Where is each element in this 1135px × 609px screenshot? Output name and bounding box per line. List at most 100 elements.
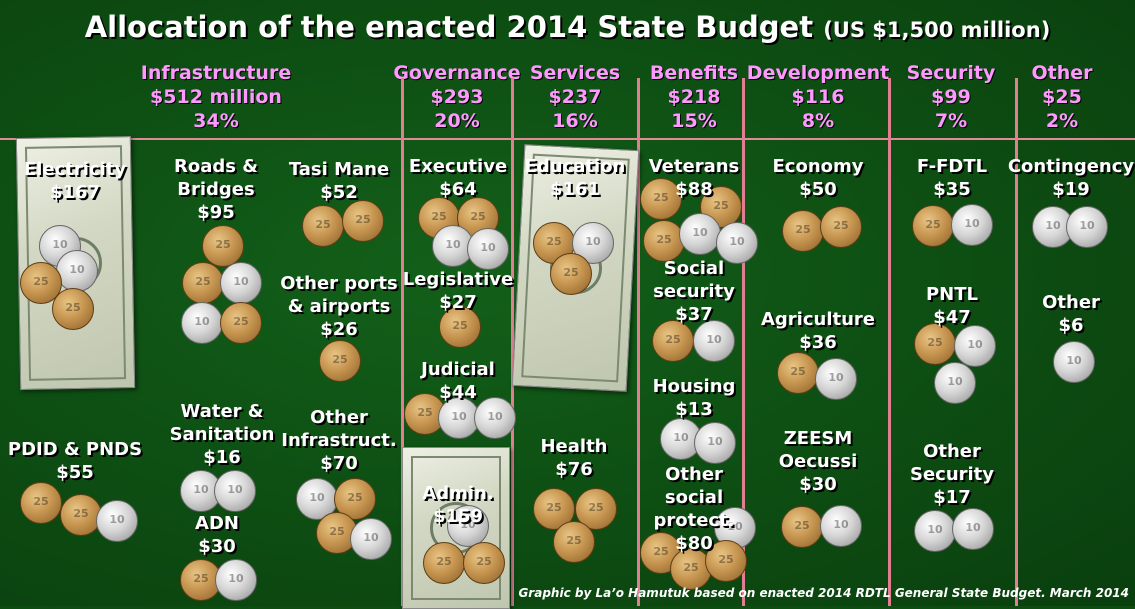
budget-item-name: Other ports — [280, 273, 398, 294]
budget-item-name: F-FDTL — [916, 156, 988, 177]
category-name: Infrastructure — [140, 62, 292, 84]
coin-denomination: 10 — [363, 531, 379, 544]
dime-coin: 10 — [96, 500, 138, 542]
budget-item-name: Security — [909, 464, 995, 485]
budget-item-label: Contingency $19 — [1008, 155, 1134, 201]
category-amount: $237 — [548, 86, 602, 108]
category-header: Development $116 8% — [738, 61, 898, 133]
coin-denomination: 25 — [431, 210, 447, 223]
budget-item-amount: $30 — [799, 474, 837, 495]
coin-denomination: 25 — [833, 219, 849, 232]
category-header: Governance $293 20% — [377, 61, 537, 133]
budget-item-name: PNTL — [925, 284, 979, 305]
budget-item-name: Bridges — [177, 179, 255, 200]
category-amount: $293 — [430, 86, 484, 108]
coin-denomination: 10 — [309, 491, 325, 504]
dime-coin: 10 — [350, 518, 392, 560]
budget-item-amount: $64 — [439, 179, 477, 200]
dime-coin: 10 — [56, 250, 98, 292]
budget-item-label: F-FDTL $35 — [917, 155, 987, 201]
coin-denomination: 25 — [566, 534, 582, 547]
budget-item-amount: $52 — [320, 182, 358, 203]
budget-item-label: Health $76 — [540, 435, 607, 481]
budget-item-amount: $167 — [49, 182, 101, 203]
coin-denomination: 10 — [965, 521, 981, 534]
budget-item-amount: $30 — [198, 536, 236, 557]
budget-item-label: Executive $64 — [409, 155, 507, 201]
column-divider — [511, 78, 514, 606]
quarter-coin: 25 — [652, 320, 694, 362]
budget-item-amount: $88 — [675, 179, 713, 200]
quarter-coin: 25 — [334, 478, 376, 520]
coin-denomination: 10 — [707, 435, 723, 448]
budget-item-name: Other — [1042, 292, 1100, 313]
coin-denomination: 10 — [1066, 354, 1082, 367]
coin-denomination: 10 — [727, 520, 743, 533]
budget-item-name: Sanitation — [169, 424, 275, 445]
coin-denomination: 10 — [964, 217, 980, 230]
dime-coin: 10 — [952, 508, 994, 550]
category-name: Security — [906, 62, 996, 84]
quarter-coin: 25 — [643, 220, 685, 262]
coin-denomination: 25 — [452, 319, 468, 332]
dime-coin: 10 — [951, 204, 993, 246]
coin-denomination: 10 — [445, 238, 461, 251]
budget-item-name: Education — [524, 156, 626, 177]
budget-item-label: Electricity $167 — [24, 158, 126, 204]
dime-coin: 10 — [215, 559, 257, 601]
coin-denomination: 10 — [227, 483, 243, 496]
coin-denomination: 25 — [665, 333, 681, 346]
column-divider — [742, 78, 745, 606]
coin-denomination: 10 — [480, 241, 496, 254]
quarter-coin: 25 — [20, 482, 62, 524]
quarter-coin: 25 — [342, 200, 384, 242]
column-divider — [1015, 78, 1018, 606]
budget-item-name: Housing — [652, 376, 736, 397]
category-amount: $218 — [667, 86, 721, 108]
coin-denomination: 10 — [69, 263, 85, 276]
coin-denomination: 25 — [546, 235, 562, 248]
budget-item-label: Other $6 — [1042, 291, 1100, 337]
budget-item-name: Judicial — [421, 359, 495, 380]
budget-item-name: Admin. — [422, 483, 494, 504]
coin-denomination: 25 — [656, 233, 672, 246]
quarter-coin: 25 — [912, 205, 954, 247]
header-divider — [0, 138, 1135, 140]
dime-coin: 10 — [214, 470, 256, 512]
budget-item-name: Health — [540, 436, 608, 457]
quarter-coin: 25 — [52, 288, 94, 330]
credit-line: Graphic by La’o Hamutuk based on enacted… — [518, 586, 1129, 600]
quarter-coin: 25 — [550, 253, 592, 295]
coin-denomination: 10 — [228, 572, 244, 585]
coin-denomination: 25 — [470, 210, 486, 223]
coin-denomination: 25 — [653, 545, 669, 558]
quarter-coin: 25 — [423, 542, 465, 584]
budget-item-name: Electricity — [23, 159, 127, 180]
coin-denomination: 25 — [195, 275, 211, 288]
quarter-coin: 25 — [202, 225, 244, 267]
budget-item-label: Other social protect. $80 — [653, 463, 734, 555]
budget-item-name: Agriculture — [760, 309, 876, 330]
budget-item-amount: $55 — [56, 462, 94, 483]
coin-denomination: 10 — [194, 315, 210, 328]
budget-item-label: Other Infrastruct. $70 — [281, 406, 397, 475]
dime-coin: 10 — [438, 397, 480, 439]
quarter-coin: 25 — [705, 540, 747, 582]
coin-denomination: 10 — [729, 235, 745, 248]
coin-denomination: 10 — [460, 518, 476, 531]
budget-item-amount: $95 — [197, 202, 235, 223]
budget-item-amount: $161 — [549, 179, 601, 200]
coin-denomination: 25 — [794, 519, 810, 532]
coin-denomination: 25 — [65, 301, 81, 314]
category-name: Services — [529, 62, 621, 84]
coin-denomination: 25 — [925, 218, 941, 231]
coin-denomination: 10 — [828, 371, 844, 384]
budget-item-label: Social security $37 — [653, 257, 735, 326]
quarter-coin: 25 — [553, 521, 595, 563]
coin-denomination: 10 — [706, 333, 722, 346]
dime-coin: 10 — [716, 222, 758, 264]
budget-item-label: Agriculture $36 — [761, 308, 875, 354]
budget-item-label: Economy $50 — [772, 155, 863, 201]
coin-denomination: 10 — [927, 523, 943, 536]
bill-border — [411, 456, 501, 600]
